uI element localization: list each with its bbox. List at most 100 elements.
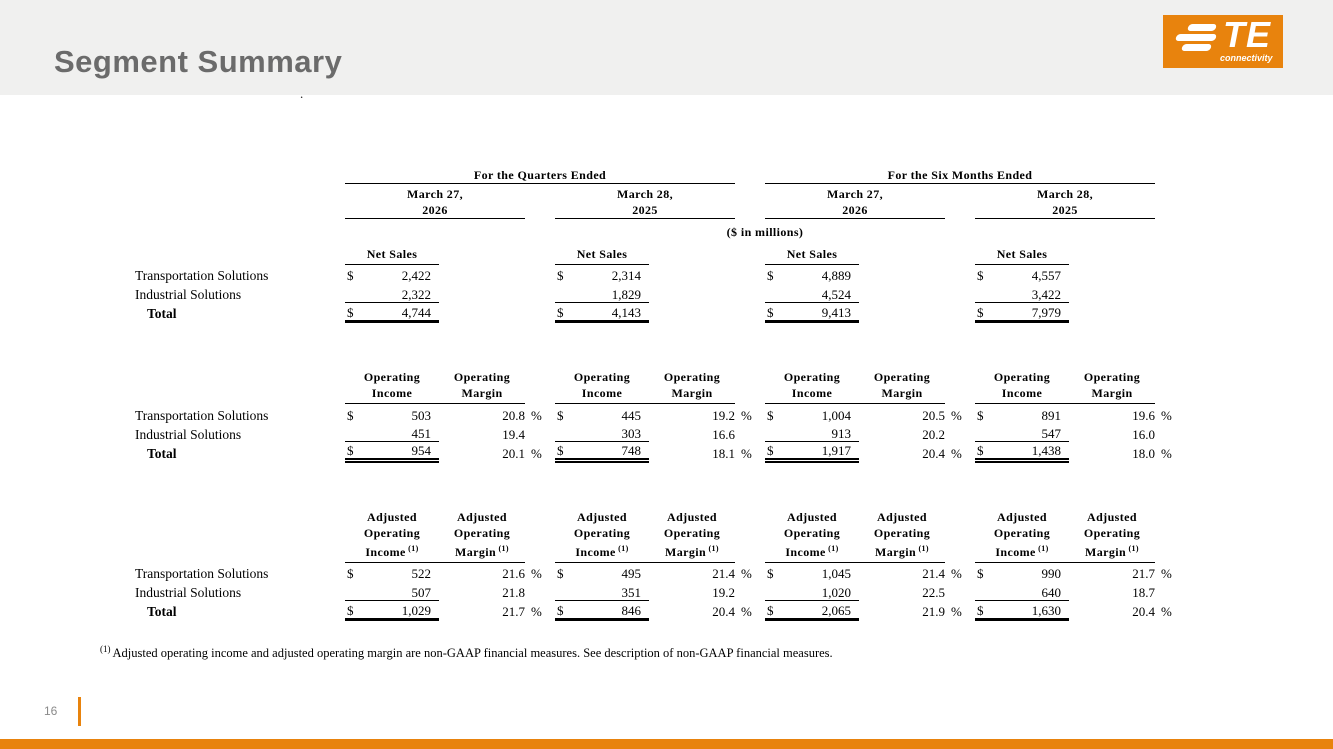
period-year: 2026 [345, 201, 525, 219]
spacer-cell [439, 600, 457, 619]
margin-column-header: Adjusted Operating Margin (1) [649, 508, 735, 563]
spacer-cell [1069, 423, 1087, 442]
column-header-line: Operating [453, 370, 511, 384]
te-connectivity-logo: TE connectivity [1163, 14, 1283, 68]
column-header-line: Operating [873, 525, 931, 540]
column-header-line: Operating [1083, 370, 1141, 384]
column-header-line: Income [1001, 386, 1043, 400]
page-title: Segment Summary [54, 44, 343, 79]
bottom-accent-bar [0, 739, 1333, 749]
column-header-line: Adjusted [787, 509, 837, 524]
spacer-cell [457, 264, 525, 283]
margin-cell: 18.0 [1132, 445, 1155, 461]
spacer-cell [1155, 423, 1185, 442]
spacer-cell [439, 264, 457, 283]
spacer-cell [525, 369, 555, 404]
percent-sign: % [531, 445, 542, 461]
section-gap [135, 321, 1185, 369]
margin-column-header: Adjusted Operating Margin (1) [859, 508, 945, 563]
column-header-line: Operating [1083, 525, 1141, 540]
currency-sign: $ [975, 302, 997, 323]
column-header-line: Income (1) [995, 543, 1049, 559]
currency-sign [555, 581, 577, 601]
value-cell: 1,829 [577, 283, 649, 303]
value-cell: 640 [997, 581, 1069, 601]
percent-sign: % [951, 407, 962, 423]
value-column-header: Adjusted Operating Income (1) [765, 508, 859, 563]
column-header-line: Operating [993, 370, 1051, 384]
currency-sign: $ [765, 441, 787, 463]
margin-column-header: Operating Margin [439, 369, 525, 404]
percent-sign: % [741, 604, 752, 619]
spacer-cell [439, 283, 457, 302]
margin-column-header: Operating Margin [1069, 369, 1155, 404]
header-footnote-marker: (1) [1126, 543, 1139, 553]
currency-sign: $ [345, 302, 367, 323]
row-label: Transportation Solutions [135, 566, 269, 581]
spacer-cell [135, 168, 345, 184]
spacer-cell [667, 264, 735, 283]
percent-sign: % [951, 566, 962, 581]
period-year: 2025 [555, 201, 735, 219]
currency-sign: $ [557, 566, 564, 581]
spacer-cell [735, 369, 765, 404]
spacer-cell [877, 264, 945, 283]
value-cell: 1,004 [821, 407, 851, 423]
spacer-cell [525, 264, 555, 283]
spacer-cell [735, 581, 765, 600]
value-cell: 748 [577, 441, 649, 463]
margin-cell: 20.5 [922, 407, 945, 423]
percent-sign: % [1161, 407, 1172, 423]
value-column-header: Net Sales [555, 245, 649, 265]
percent-sign: % [1161, 566, 1172, 581]
column-header-line: Operating [453, 525, 511, 540]
column-header-line: Operating [573, 525, 631, 540]
segment-table-area: For the Quarters Ended For the Six Months… [135, 168, 1185, 621]
spacer-cell [1069, 581, 1087, 600]
value-column-header: Operating Income [555, 369, 649, 404]
row-label: Total [147, 306, 177, 321]
margin-cell: 20.1 [502, 445, 525, 461]
page-number: 16 [44, 704, 58, 718]
spacer-cell [735, 509, 765, 563]
margin-cell: 21.9 [922, 604, 945, 619]
column-header-line: Income [581, 386, 623, 400]
header-footnote-marker: (1) [1035, 543, 1049, 553]
column-header-line: Operating [783, 370, 841, 384]
page-number-divider [78, 697, 81, 726]
currency-sign: $ [347, 407, 354, 423]
value-cell: 1,045 [821, 566, 851, 581]
value-cell: 1,020 [787, 581, 859, 601]
header-footnote-marker: (1) [825, 543, 839, 553]
spacer-cell [649, 283, 667, 302]
value-cell: 913 [787, 422, 859, 442]
currency-sign: $ [977, 566, 984, 581]
column-header-line: Operating [363, 370, 421, 384]
value-cell: 495 [621, 566, 642, 581]
currency-sign: $ [975, 441, 997, 463]
spacer-cell [439, 562, 457, 581]
spacer-cell [649, 600, 667, 619]
value-column-header: Adjusted Operating Income (1) [975, 508, 1069, 563]
spacer-cell [667, 302, 735, 321]
spacer-cell [735, 202, 765, 219]
spacer-cell [945, 202, 975, 219]
column-header-line: Margin (1) [455, 543, 509, 559]
value-column-header: Operating Income [765, 369, 859, 404]
column-header-line: Net Sales [576, 246, 628, 261]
margin-cell: 21.8 [502, 585, 525, 600]
spacer-cell [1069, 283, 1087, 302]
margin-cell: 16.0 [1132, 426, 1155, 442]
column-header-line: Operating [663, 525, 721, 540]
spacer-cell [859, 404, 877, 423]
value-cell: 303 [577, 422, 649, 442]
header-footnote-marker: (1) [916, 543, 929, 553]
spacer-cell [735, 264, 765, 283]
margin-cell: 21.4 [712, 566, 735, 581]
slide-header: Segment Summary TE connectivity [0, 0, 1333, 95]
spacer-cell [439, 581, 457, 600]
value-cell: 3,422 [997, 283, 1069, 303]
spacer-cell [525, 509, 555, 563]
spacer-cell [135, 509, 345, 563]
spacer-cell [649, 264, 667, 283]
